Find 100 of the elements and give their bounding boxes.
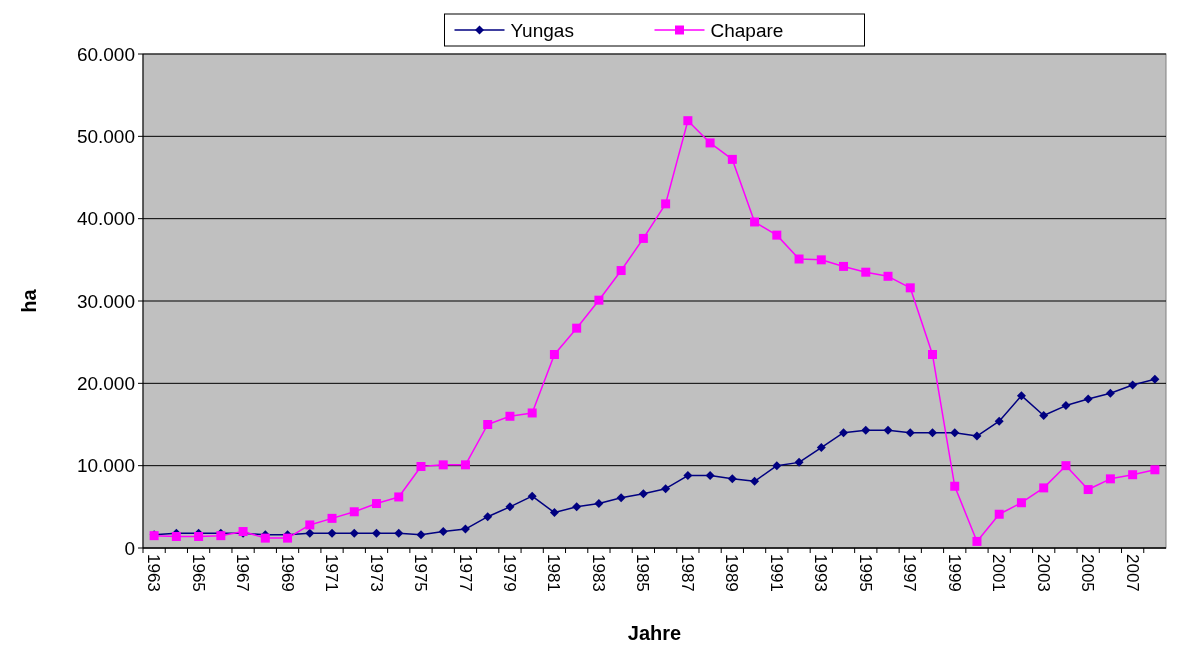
x-tick-label: 1999 — [944, 554, 964, 592]
point — [839, 428, 849, 438]
point — [1016, 391, 1026, 401]
x-tick-label: 1979 — [500, 554, 519, 592]
point — [1105, 474, 1115, 484]
point — [438, 527, 448, 537]
point — [483, 420, 493, 429]
point — [950, 428, 960, 438]
x-tick-label: 1975 — [411, 554, 431, 592]
point — [661, 484, 671, 494]
point — [794, 457, 804, 467]
point — [594, 295, 604, 305]
point — [816, 255, 826, 265]
point — [416, 461, 426, 471]
point — [372, 499, 382, 509]
point — [750, 476, 760, 486]
point — [549, 350, 559, 360]
x-axis-title: Jahre — [627, 622, 682, 644]
x-tick-label: 1993 — [811, 554, 831, 592]
point — [1039, 483, 1049, 493]
point — [305, 520, 315, 530]
point — [750, 217, 760, 227]
y-tick-label: 60.000 — [76, 43, 135, 65]
point — [683, 471, 693, 481]
x-tick-label: 1983 — [588, 554, 608, 592]
point — [1061, 401, 1071, 411]
point — [705, 138, 715, 148]
y-tick-label: 50.000 — [76, 125, 135, 147]
x-tick-label: 1985 — [633, 554, 653, 592]
point — [861, 425, 871, 435]
y-tick-label: 0 — [124, 537, 135, 559]
point — [972, 431, 982, 441]
point — [772, 461, 782, 471]
point — [1150, 374, 1160, 384]
point — [1083, 485, 1093, 495]
x-tick-label: 1991 — [766, 554, 786, 592]
legend-label: Yungas — [510, 19, 574, 41]
x-tick-label: 1995 — [855, 554, 875, 592]
point — [927, 350, 937, 360]
x-tick-label: 2001 — [989, 554, 1009, 592]
point — [994, 509, 1004, 519]
point — [572, 323, 582, 333]
x-tick-label: 1967 — [233, 554, 253, 592]
x-tick-label: 2003 — [1033, 554, 1053, 592]
point — [794, 254, 804, 264]
point — [683, 116, 693, 126]
point — [1150, 465, 1160, 475]
point — [349, 507, 359, 517]
x-tick-label: 2005 — [1078, 554, 1098, 592]
y-tick-label: 30.000 — [76, 290, 135, 312]
point — [772, 230, 782, 240]
point — [616, 266, 626, 276]
point — [527, 491, 537, 501]
point — [327, 528, 337, 538]
point — [394, 492, 404, 502]
point — [1083, 394, 1093, 404]
point — [1128, 470, 1138, 480]
y-tick-label: 20.000 — [76, 372, 135, 394]
x-tick-label: 1965 — [188, 554, 208, 592]
point — [905, 283, 915, 293]
point — [460, 524, 470, 534]
point — [394, 528, 404, 538]
point — [1105, 388, 1115, 398]
point — [438, 460, 448, 470]
point — [505, 502, 515, 512]
y-tick-label: 40.000 — [76, 208, 135, 230]
point — [1061, 461, 1071, 471]
point — [572, 502, 582, 512]
point — [883, 425, 893, 435]
y-axis-title: ha — [18, 288, 40, 313]
point — [839, 261, 849, 271]
point — [1128, 380, 1138, 390]
point — [527, 408, 537, 418]
x-tick-label: 1971 — [322, 554, 342, 592]
legend-label: Chapare — [710, 19, 784, 41]
point — [727, 474, 737, 484]
point — [816, 443, 826, 453]
point — [883, 271, 893, 281]
point — [327, 513, 337, 523]
point — [927, 428, 937, 438]
point — [994, 416, 1004, 426]
point — [372, 528, 382, 538]
x-tick-label: 1981 — [544, 554, 564, 592]
x-tick-label: 1997 — [900, 554, 920, 592]
point — [305, 528, 315, 538]
point — [950, 481, 960, 491]
point — [616, 493, 626, 503]
x-tick-label: 1977 — [455, 554, 475, 592]
x-tick-label: 1973 — [366, 554, 386, 592]
point — [727, 154, 737, 164]
point — [416, 530, 426, 540]
point — [638, 233, 648, 243]
point — [1016, 498, 1026, 508]
point — [549, 508, 559, 518]
point — [905, 428, 915, 438]
x-tick-label: 1969 — [277, 554, 297, 592]
point — [861, 267, 871, 277]
x-tick-label: 1963 — [144, 554, 164, 592]
point — [638, 489, 648, 499]
point — [705, 471, 715, 481]
